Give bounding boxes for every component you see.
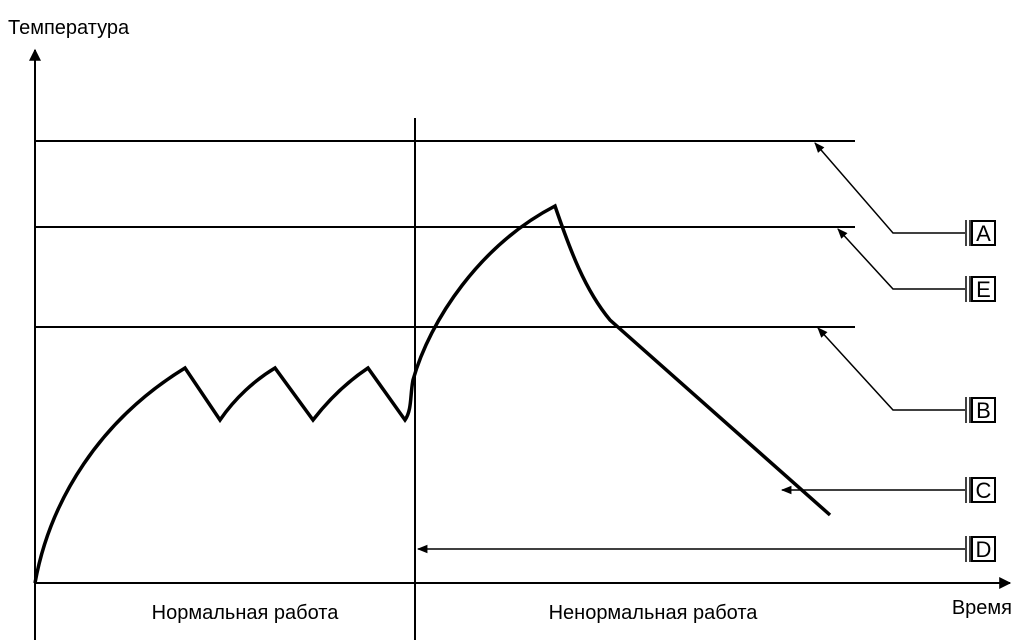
callout: A [965,220,996,246]
callout-label: E [976,277,991,302]
leader [817,327,965,411]
callout-label: C [976,478,992,503]
leader [814,142,965,234]
temperature-curve [33,203,832,584]
callout-label: A [976,221,991,246]
x-axis-label: Время [952,597,1012,619]
region-label: Ненормальная работа [549,602,759,624]
y-axis-label: Температура [8,17,130,39]
callout: E [965,276,996,302]
region-label: Нормальная работа [152,602,340,624]
callout-label: B [976,398,991,423]
callout: D [965,536,996,562]
callout-label: D [976,537,992,562]
callout: C [965,477,996,503]
leader [837,228,965,290]
callout: B [965,397,996,423]
